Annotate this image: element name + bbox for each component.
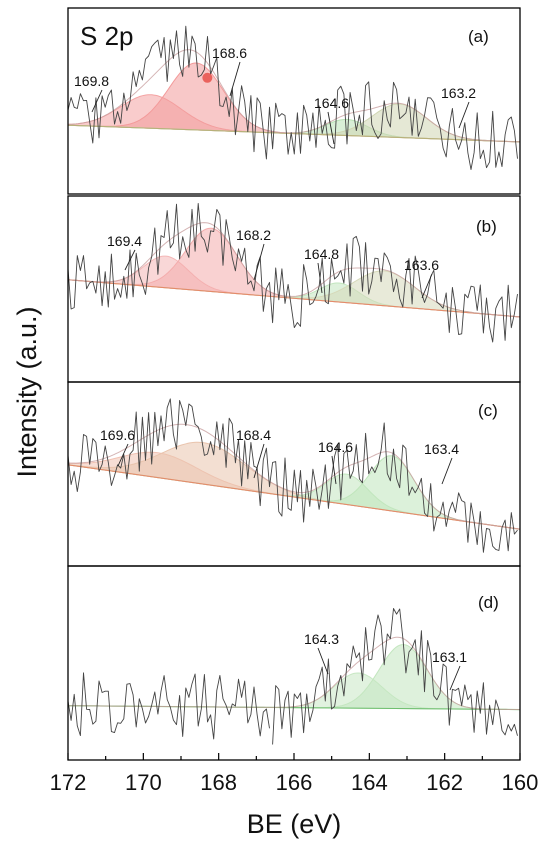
chart-subtitle: S 2p xyxy=(80,21,134,51)
peak-label-3-1: 169.6 xyxy=(100,427,135,443)
x-tick-label-162: 162 xyxy=(426,770,463,795)
peak-leader-2-4 xyxy=(421,273,433,299)
panel-label-4: (d) xyxy=(478,593,499,612)
x-tick-label-168: 168 xyxy=(200,770,237,795)
peak-fill-2-1 xyxy=(67,255,521,318)
envelope-1 xyxy=(67,49,521,143)
peak-leader-1-4 xyxy=(458,101,470,129)
highlight-marker xyxy=(202,72,213,83)
peak-label-1-1: 169.8 xyxy=(74,73,109,89)
raw-signal-1 xyxy=(67,25,518,170)
peak-leader-2-3 xyxy=(317,262,323,294)
peak-label-3-2: 168.4 xyxy=(236,427,271,443)
peak-label-4-1: 164.3 xyxy=(304,631,339,647)
raw-signal-4 xyxy=(272,608,518,745)
peak-leader-1-3 xyxy=(327,111,335,145)
panel-1: 169.8 168.6 164.6 163.2 (a) xyxy=(67,7,521,195)
peak-leader-2-1 xyxy=(124,249,136,271)
peak-label-1-2: 168.6 xyxy=(212,45,247,61)
peak-label-3-3: 164.6 xyxy=(318,439,353,455)
peak-leader-3-2 xyxy=(253,443,265,479)
peak-label-2-4: 163.6 xyxy=(404,257,439,273)
peak-leader-1-2 xyxy=(229,61,241,97)
peak-label-4-2: 163.1 xyxy=(432,649,467,665)
x-tick-label-164: 164 xyxy=(351,770,388,795)
x-axis-title: BE (eV) xyxy=(247,809,342,839)
peak-label-1-3: 164.6 xyxy=(314,95,349,111)
peak-leader-4-2 xyxy=(449,665,461,691)
peak-leader-3-4 xyxy=(441,457,453,485)
panel-label-2: (b) xyxy=(476,217,497,236)
baseline-2 xyxy=(67,279,521,318)
peak-leader-1-1 xyxy=(91,89,103,113)
raw-signal-4-green xyxy=(67,672,270,740)
panel-2: 169.4 168.2 164.8 163.6 (b) xyxy=(67,195,521,383)
baseline-1 xyxy=(67,124,521,143)
x-tick-label-160: 160 xyxy=(502,770,539,795)
raw-signal-3 xyxy=(67,398,518,553)
peak-leader-3-1 xyxy=(117,443,129,467)
baseline-3 xyxy=(67,464,521,530)
panel-4: 164.3 163.1 (d) xyxy=(67,565,521,761)
panel-frame-1 xyxy=(67,7,521,195)
peak-label-2-3: 164.8 xyxy=(304,246,339,262)
peak-label-2-2: 168.2 xyxy=(236,227,271,243)
y-axis-title: Intensity (a.u.) xyxy=(12,306,42,477)
envelope-2 xyxy=(67,222,521,318)
x-axis: 172 170 168 166 164 162 160 xyxy=(50,753,539,795)
x-tick-label-166: 166 xyxy=(276,770,313,795)
panel-label-3: (c) xyxy=(478,401,498,420)
envelope-4 xyxy=(68,636,521,711)
peak-leader-4-1 xyxy=(317,647,329,675)
panel-label-1: (a) xyxy=(468,27,489,46)
panel-3: 169.6 168.4 164.6 163.4 (c) xyxy=(67,381,521,567)
x-tick-label-170: 170 xyxy=(125,770,162,795)
raw-signal-2 xyxy=(67,202,518,343)
peak-leader-3-3 xyxy=(331,455,337,485)
peak-label-2-1: 169.4 xyxy=(107,233,142,249)
x-tick-label-172: 172 xyxy=(50,770,87,795)
peak-label-1-4: 163.2 xyxy=(441,85,476,101)
peak-leader-2-2 xyxy=(253,243,265,281)
peak-label-3-4: 163.4 xyxy=(424,441,459,457)
